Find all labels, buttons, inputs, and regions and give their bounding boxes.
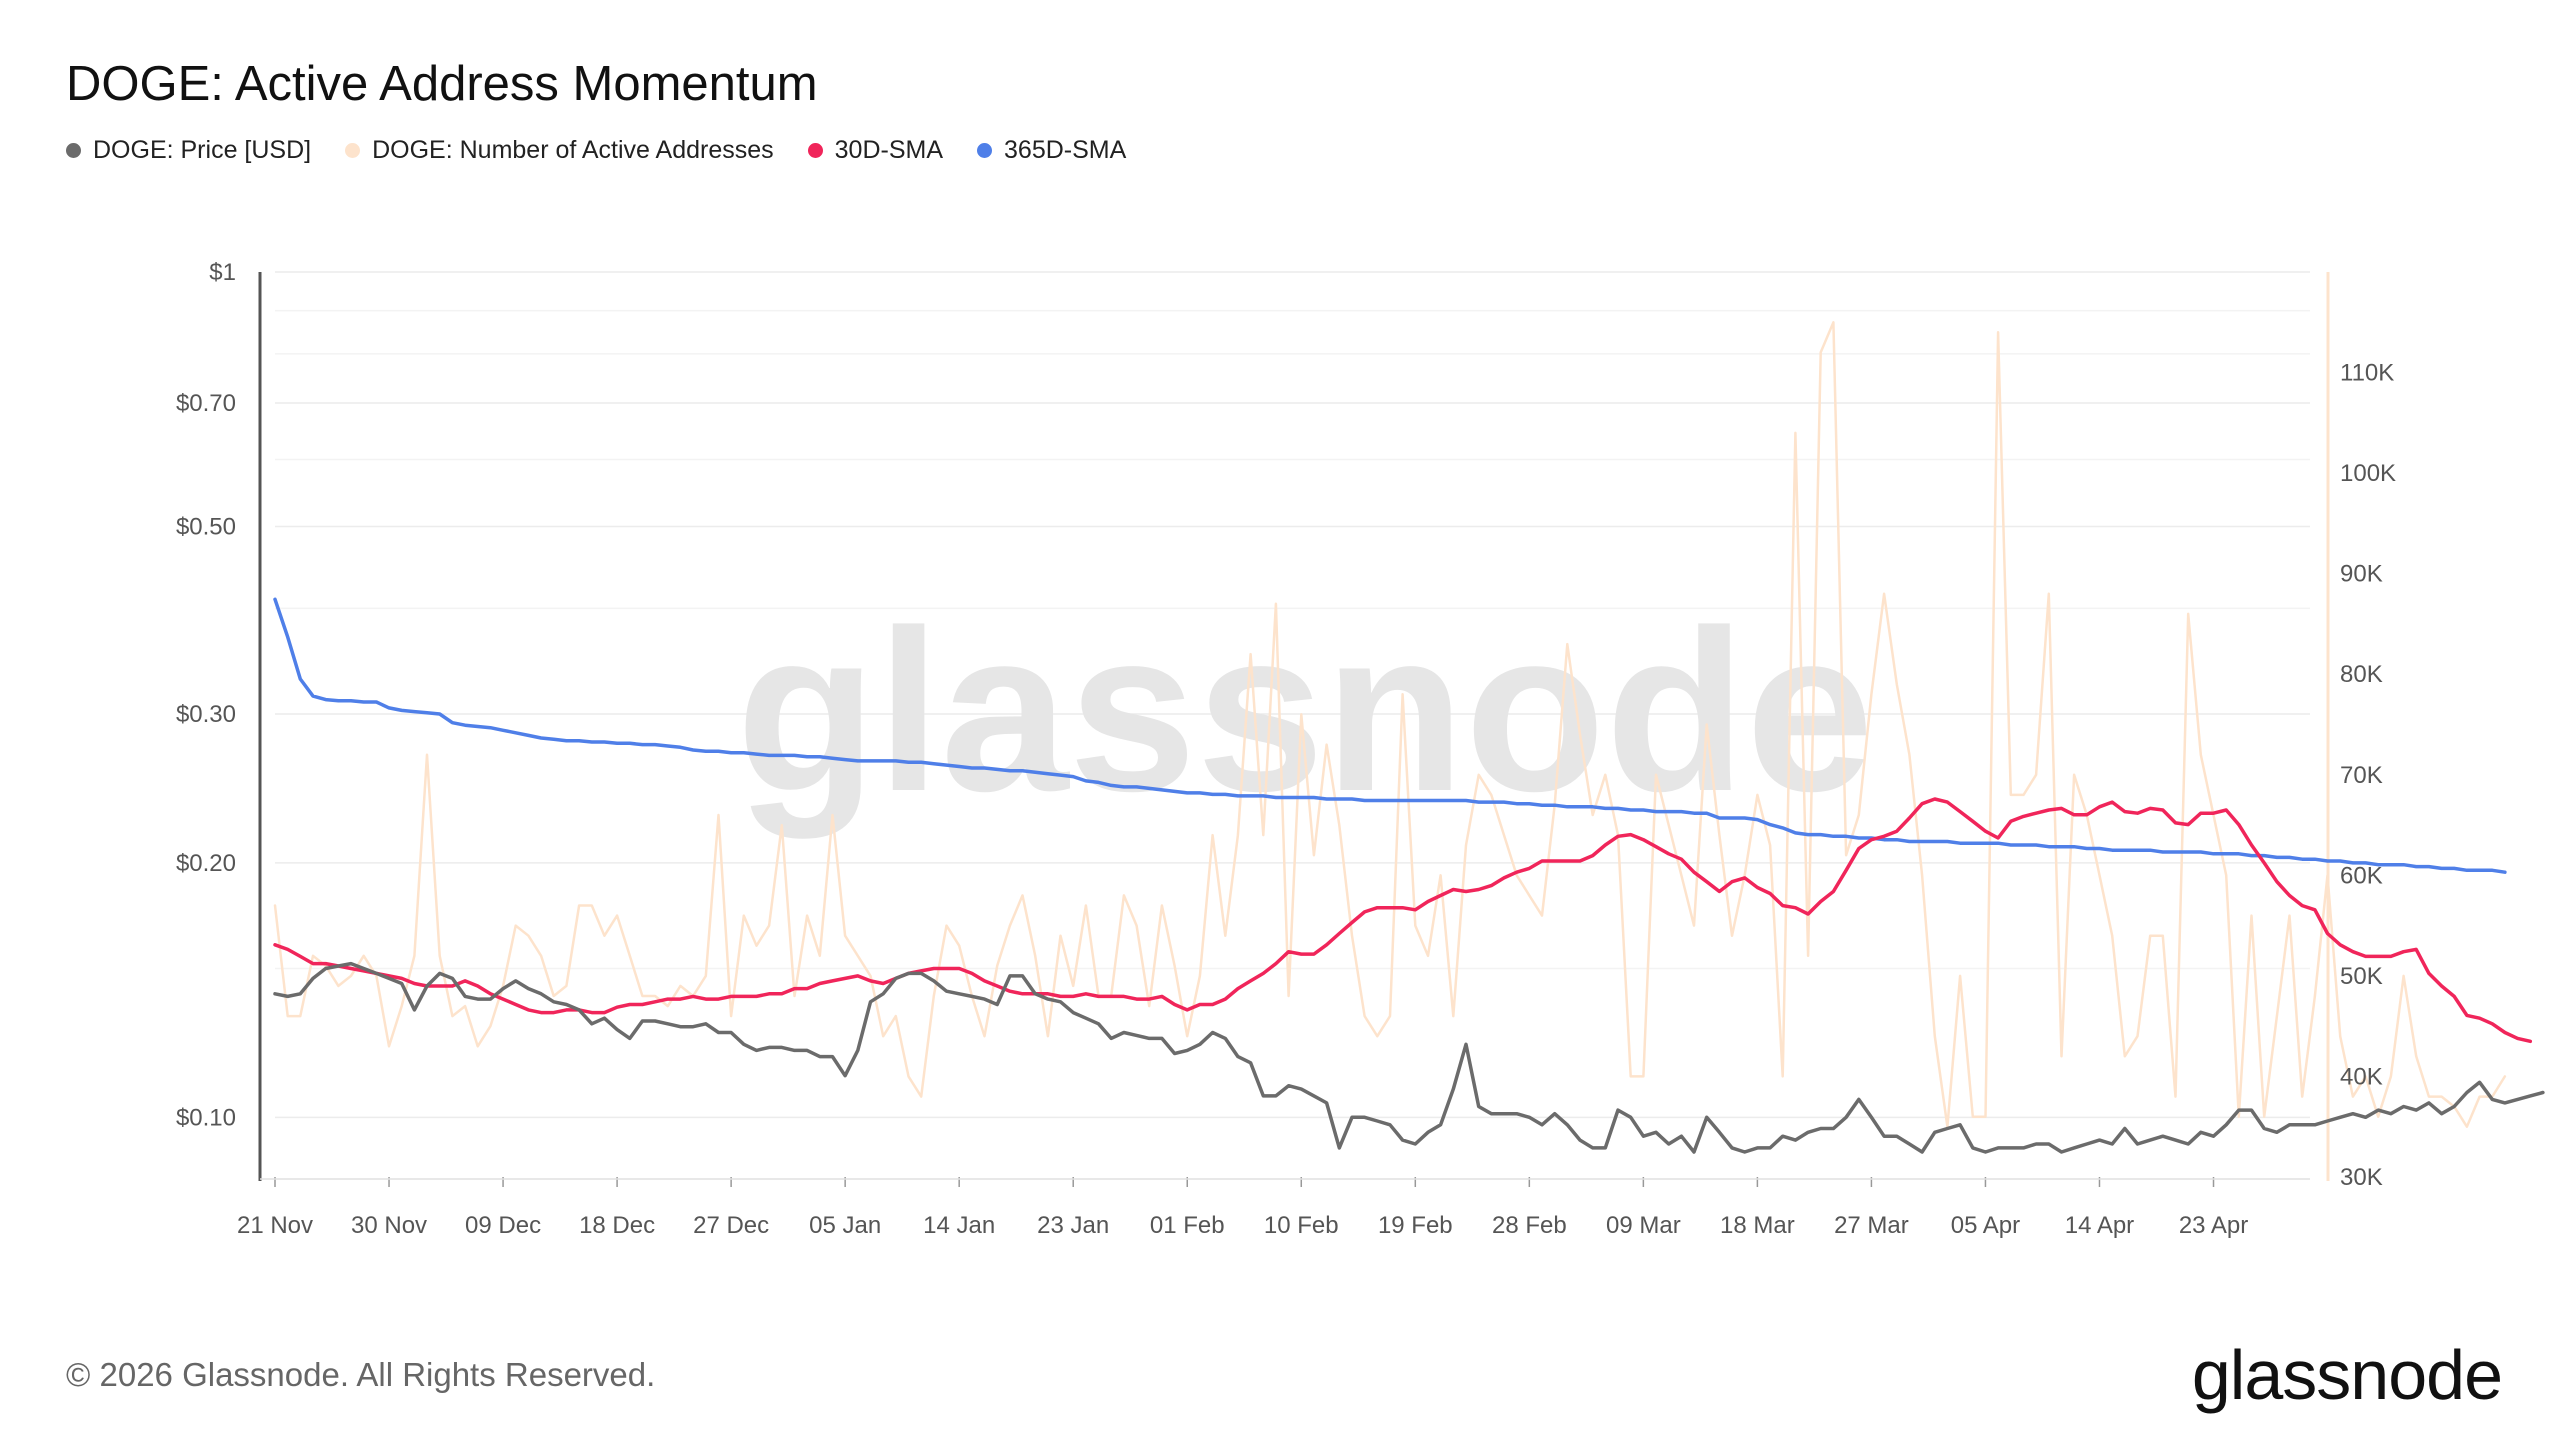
copyright-footer: © 2026 Glassnode. All Rights Reserved. (66, 1356, 656, 1393)
axes (258, 272, 2330, 1187)
x-tick-label: 05 Apr (1951, 1212, 2020, 1239)
series-layer (273, 321, 2545, 1154)
y-left-tick-label: $0.30 (176, 701, 236, 728)
x-tick-label: 27 Dec (693, 1212, 769, 1239)
x-tick-label: 27 Mar (1834, 1212, 1909, 1239)
y-right-tick-label: 50K (2340, 963, 2383, 990)
x-tick-label: 23 Jan (1037, 1212, 1109, 1239)
y-left-tick-label: $0.10 (176, 1104, 236, 1131)
legend-label-active-addresses: DOGE: Number of Active Addresses (372, 136, 774, 164)
y-right-tick-label: 110K (2340, 360, 2394, 387)
legend-dot-active-addresses (345, 143, 361, 158)
legend-dot-365d-sma (977, 143, 993, 158)
x-tick-label: 05 Jan (809, 1212, 881, 1239)
y-right-tick-label: 80K (2340, 661, 2383, 688)
y-right-tick-label: 30K (2340, 1164, 2383, 1191)
x-tick-label: 10 Feb (1264, 1212, 1339, 1239)
x-tick-label: 09 Mar (1606, 1212, 1681, 1239)
gridlines (275, 271, 2310, 1119)
y-right-tick-label: 70K (2340, 762, 2383, 789)
x-tick-label: 23 Apr (2179, 1212, 2248, 1239)
legend-label-30d-sma: 30D-SMA (834, 136, 944, 164)
glassnode-logo: glassnode (2191, 1336, 2503, 1414)
x-tick-label: 19 Feb (1378, 1212, 1453, 1239)
y-left-tick-label: $0.20 (176, 850, 236, 877)
legend-item-365d-sma[interactable]: 365D-SMA (977, 136, 1126, 165)
x-tick-label: 14 Jan (923, 1212, 995, 1239)
chart-title: DOGE: Active Address Momentum (66, 57, 818, 111)
y-left-tick-label: $1 (209, 259, 236, 286)
legend-item-price[interactable]: DOGE: Price [USD] (66, 136, 311, 165)
active-addresses-line[interactable] (273, 321, 2507, 1128)
legend-dot-30d-sma (807, 143, 823, 158)
y-right-tick-label: 90K (2340, 561, 2383, 588)
chart-legend: DOGE: Price [USD] DOGE: Number of Active… (66, 136, 1126, 165)
y-left-tick-label: $0.70 (176, 390, 236, 417)
legend-dot-price (66, 143, 81, 158)
x-tick-label: 01 Feb (1150, 1212, 1225, 1239)
x-tick-label: 14 Apr (2065, 1212, 2134, 1239)
y-left-tick-label: $0.50 (176, 513, 236, 540)
x-tick-label: 18 Mar (1720, 1212, 1795, 1239)
sma-365d-line[interactable] (273, 597, 2507, 874)
legend-item-30d-sma[interactable]: 30D-SMA (807, 136, 944, 165)
legend-label-price: DOGE: Price [USD] (93, 136, 312, 164)
y-right-tick-label: 40K (2340, 1063, 2383, 1090)
legend-item-active-addresses[interactable]: DOGE: Number of Active Addresses (345, 136, 774, 165)
sma-30d-line[interactable] (273, 797, 2533, 1044)
legend-label-365d-sma: 365D-SMA (1004, 136, 1127, 164)
y-right-tick-label: 60K (2340, 862, 2383, 889)
x-tick-label: 30 Nov (351, 1212, 427, 1239)
tick-labels: $1 $0.70 $0.50 $0.30 $0.20 $0.10 110K 100K 90K 80… (176, 259, 2396, 1239)
y-right-tick-label: 100K (2340, 460, 2396, 487)
x-tick-label: 18 Dec (579, 1212, 655, 1239)
x-tick-label: 21 Nov (237, 1212, 313, 1239)
x-tick-label: 28 Feb (1492, 1212, 1567, 1239)
price-line[interactable] (273, 961, 2545, 1154)
x-tick-label: 09 Dec (465, 1212, 541, 1239)
